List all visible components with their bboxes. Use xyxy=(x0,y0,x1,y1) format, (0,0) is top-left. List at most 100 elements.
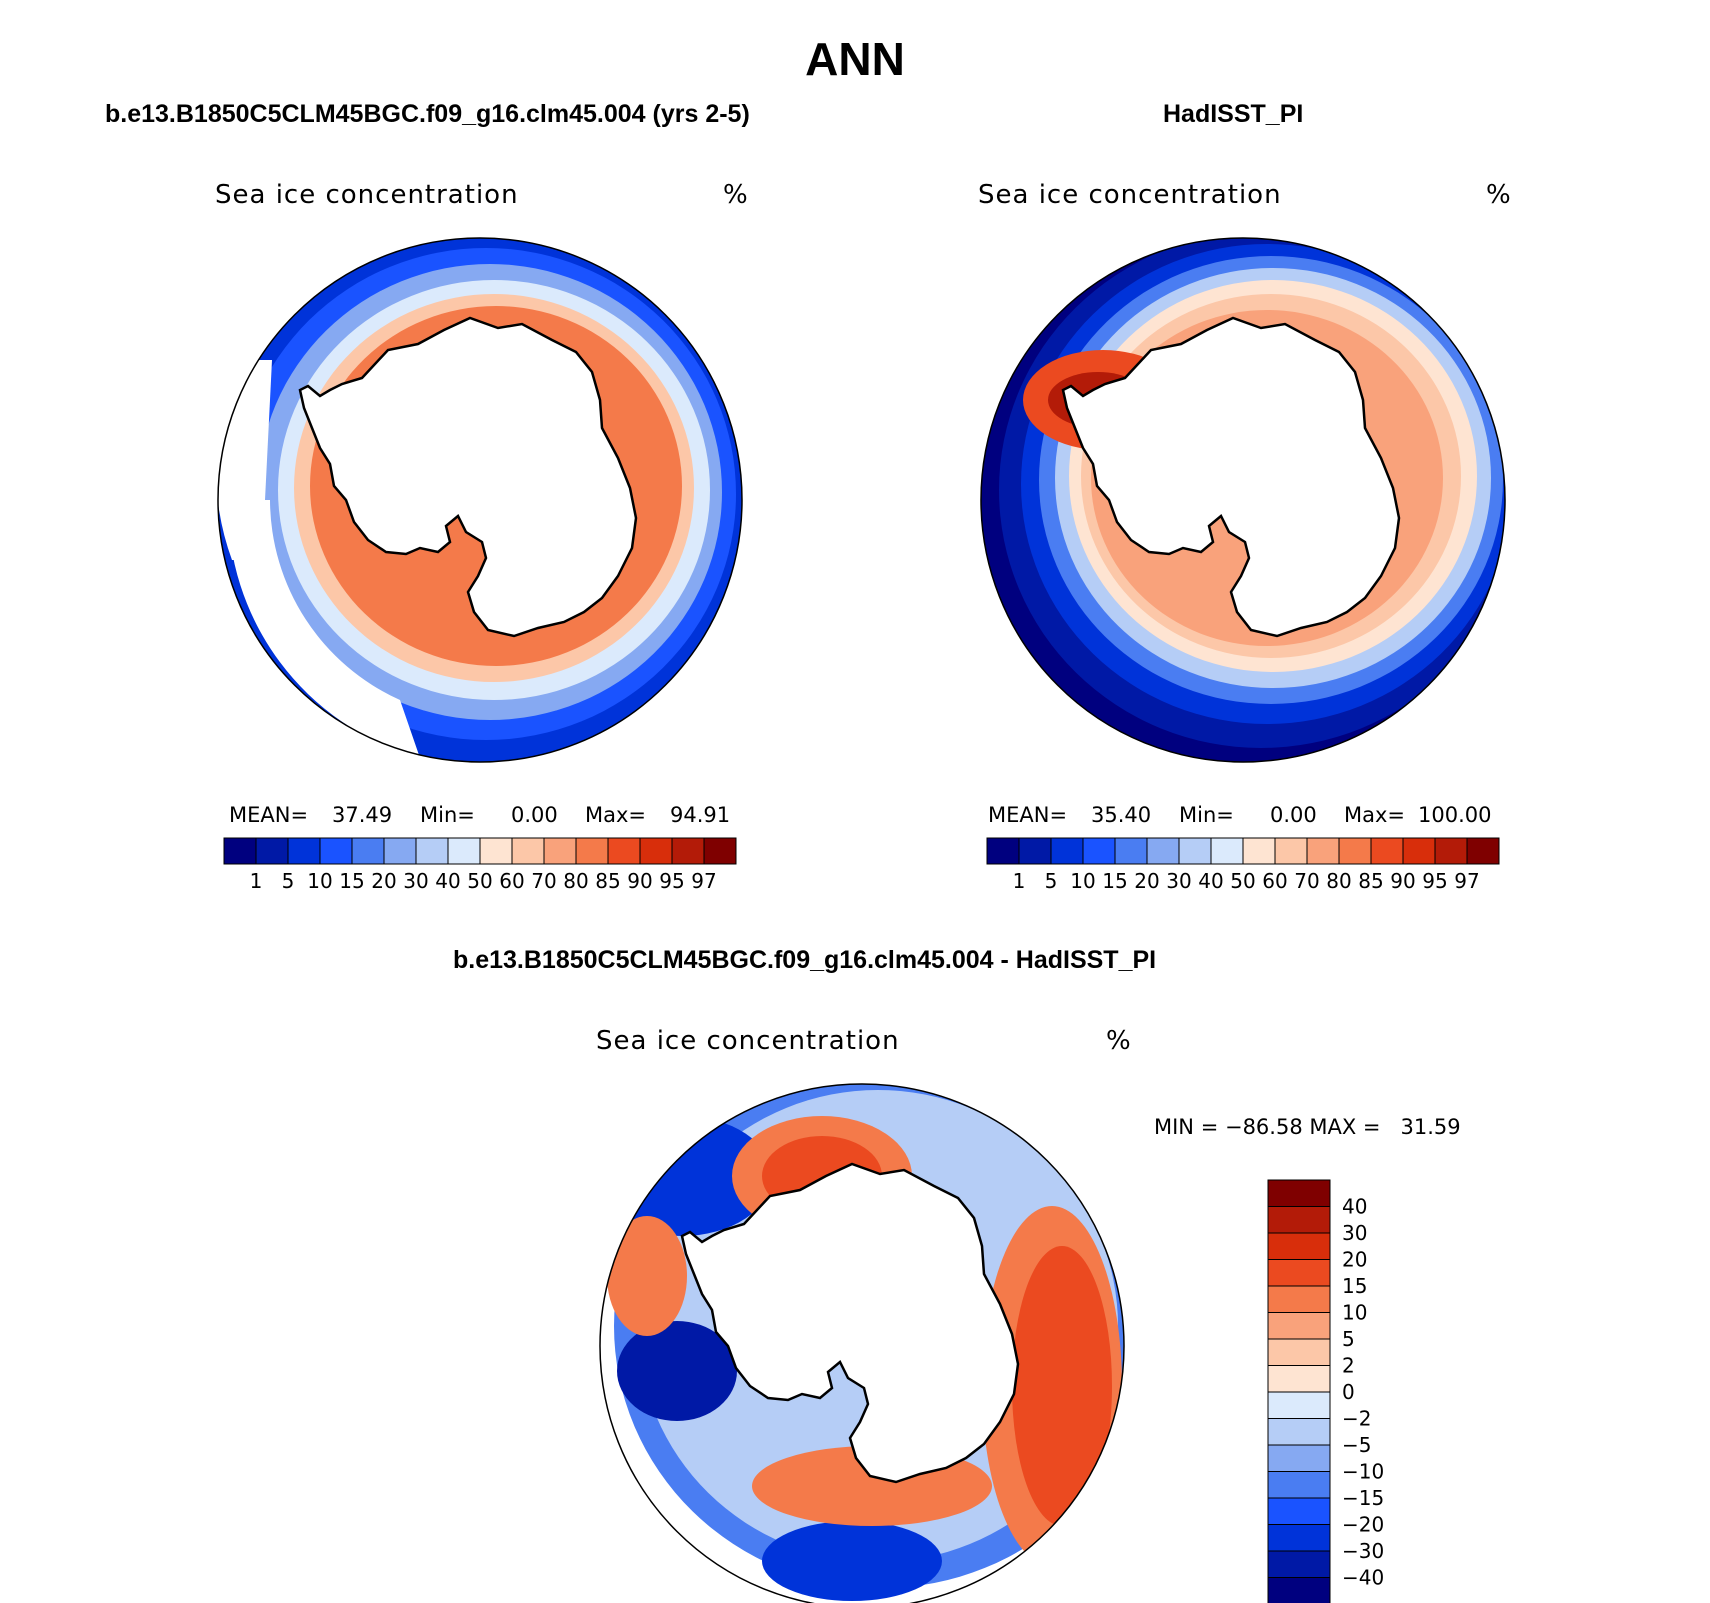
panel-1-colorbar-swatch xyxy=(575,837,609,865)
panel-1-colorbar-swatch xyxy=(415,837,449,865)
panel-2-colorbar-tick-label: 30 xyxy=(1166,869,1191,893)
panel-2-colorbar: 1 5 10 15 20 30 40 50 60 70 80 85 90 95 97 xyxy=(986,837,1500,893)
difference-colorbar-tick-label: 2 xyxy=(1342,1354,1355,1378)
difference-colorbar-tick-label: 30 xyxy=(1342,1221,1367,1245)
panel-2-min-value: 0.00 xyxy=(1270,803,1317,827)
panel-2-colorbar-swatch xyxy=(1018,837,1052,865)
difference-colorbar-tick-label: −30 xyxy=(1342,1539,1384,1563)
panel-2-mean-label: MEAN= xyxy=(988,803,1068,827)
difference-contours xyxy=(600,1084,1124,1603)
panel-2-colorbar-swatch xyxy=(1434,837,1468,865)
panel-1-title: b.e13.B1850C5CLM45BGC.f09_g16.clm45.004 … xyxy=(105,100,750,128)
difference-map xyxy=(599,1083,1125,1603)
panel-2-colorbar-swatch xyxy=(1082,837,1116,865)
panel-1-max-label: Max= xyxy=(585,803,647,827)
difference-colorbar-tick-label: 20 xyxy=(1342,1248,1367,1272)
difference-range-text: MIN = −86.58 MAX = 31.59 xyxy=(1154,1115,1461,1139)
panel-1-colorbar-tick-label: 50 xyxy=(467,869,492,893)
difference-colorbar-swatch xyxy=(1267,1497,1331,1525)
panel-1-colorbar-swatch xyxy=(287,837,321,865)
difference-colorbar-swatch xyxy=(1267,1444,1331,1472)
difference-colorbar-tick-label: −2 xyxy=(1342,1407,1371,1431)
panel-2-colorbar-tick-label: 60 xyxy=(1262,869,1287,893)
difference-units: % xyxy=(1106,1026,1132,1056)
panel-1-units: % xyxy=(723,180,749,210)
panel-2-colorbar-tick-label: 90 xyxy=(1390,869,1415,893)
panel-1-contours xyxy=(218,238,742,762)
difference-colorbar-swatch xyxy=(1267,1259,1331,1287)
panel-2-colorbar-tick-label: 10 xyxy=(1070,869,1095,893)
panel-1-max-value: 94.91 xyxy=(670,803,731,827)
panel-1-colorbar-tick-label: 40 xyxy=(435,869,460,893)
panel-2-title: HadISST_PI xyxy=(1163,100,1304,128)
panel-2-units: % xyxy=(1486,180,1512,210)
difference-colorbar-tick-label: −5 xyxy=(1342,1433,1371,1457)
panel-1-colorbar-tick-label: 95 xyxy=(659,869,684,893)
panel-2-field-label: Sea ice concentration xyxy=(978,180,1282,210)
panel-1-colorbar-tick-label: 85 xyxy=(595,869,620,893)
difference-colorbar-tick-label: 15 xyxy=(1342,1274,1367,1298)
panel-2-colorbar-swatch xyxy=(1466,837,1500,865)
panel-1-colorbar-swatch xyxy=(255,837,289,865)
panel-1-mean-label: MEAN= xyxy=(229,803,309,827)
panel-2-colorbar-tick-label: 20 xyxy=(1134,869,1159,893)
panel-2-colorbar-swatch xyxy=(986,837,1020,865)
panel-2-colorbar-swatch xyxy=(1146,837,1180,865)
difference-colorbar-tick-label: −20 xyxy=(1342,1513,1384,1537)
panel-2-colorbar-tick-label: 80 xyxy=(1326,869,1351,893)
panel-1-colorbar-swatch xyxy=(511,837,545,865)
panel-1-colorbar-tick-label: 15 xyxy=(339,869,364,893)
difference-title: b.e13.B1850C5CLM45BGC.f09_g16.clm45.004 … xyxy=(453,946,1157,974)
panel-1-min-value: 0.00 xyxy=(511,803,558,827)
difference-colorbar-swatch xyxy=(1267,1285,1331,1313)
difference-colorbar-tick-label: −15 xyxy=(1342,1486,1384,1510)
panel-1-colorbar: 1 5 10 15 20 30 40 50 60 70 80 85 90 95 97 xyxy=(223,837,737,893)
panel-2-colorbar-swatch xyxy=(1210,837,1244,865)
panel-2-max-value: 100.00 xyxy=(1418,803,1492,827)
difference-colorbar-tick-label: 5 xyxy=(1342,1327,1355,1351)
panel-2-colorbar-swatch xyxy=(1242,837,1276,865)
panel-2-colorbar-swatch xyxy=(1274,837,1308,865)
panel-2-colorbar-swatch xyxy=(1114,837,1148,865)
panel-2-colorbar-swatch xyxy=(1050,837,1084,865)
panel-1-mean-value: 37.49 xyxy=(332,803,393,827)
panel-1-colorbar-swatch xyxy=(639,837,673,865)
panel-2-colorbar-swatch xyxy=(1178,837,1212,865)
panel-2-colorbar-swatch xyxy=(1306,837,1340,865)
panel-1-colorbar-swatch xyxy=(319,837,353,865)
difference-colorbar-swatch xyxy=(1267,1232,1331,1260)
panel-1-colorbar-swatch xyxy=(351,837,385,865)
difference-colorbar-swatch xyxy=(1267,1338,1331,1366)
panel-1-min-label: Min= xyxy=(420,803,475,827)
panel-2-colorbar-tick-label: 95 xyxy=(1422,869,1447,893)
difference-colorbar-tick-label: −40 xyxy=(1342,1566,1384,1590)
panel-1-colorbar-swatch xyxy=(671,837,705,865)
panel-2-colorbar-tick-label: 40 xyxy=(1198,869,1223,893)
panel-1-colorbar-tick-label: 20 xyxy=(371,869,396,893)
panel-2-colorbar-swatch xyxy=(1370,837,1404,865)
panel-1-colorbar-tick-label: 80 xyxy=(563,869,588,893)
panel-1-colorbar-tick-label: 70 xyxy=(531,869,556,893)
panel-2-colorbar-tick-label: 50 xyxy=(1230,869,1255,893)
panel-1-colorbar-swatch xyxy=(383,837,417,865)
panel-1-colorbar-swatch xyxy=(223,837,257,865)
panel-2-mean-value: 35.40 xyxy=(1091,803,1152,827)
difference-colorbar-tick-label: 10 xyxy=(1342,1301,1367,1325)
difference-colorbar-swatch xyxy=(1267,1418,1331,1446)
panel-1-colorbar-swatch xyxy=(703,837,737,865)
panel-2-colorbar-tick-label: 85 xyxy=(1358,869,1383,893)
panel-1-colorbar-tick-label: 30 xyxy=(403,869,428,893)
panel-2-colorbar-swatch xyxy=(1402,837,1436,865)
difference-colorbar-swatch xyxy=(1267,1391,1331,1419)
panel-1-colorbar-tick-label: 1 xyxy=(250,869,263,893)
difference-colorbar-tick-label: 40 xyxy=(1342,1195,1367,1219)
panel-2-colorbar-swatch xyxy=(1338,837,1372,865)
panel-2-map xyxy=(980,237,1506,763)
panel-1-map xyxy=(217,237,743,763)
panel-1-colorbar-swatch xyxy=(447,837,481,865)
panel-1-colorbar-swatch xyxy=(543,837,577,865)
figure-title: ANN xyxy=(805,33,905,85)
difference-colorbar-swatch xyxy=(1267,1312,1331,1340)
